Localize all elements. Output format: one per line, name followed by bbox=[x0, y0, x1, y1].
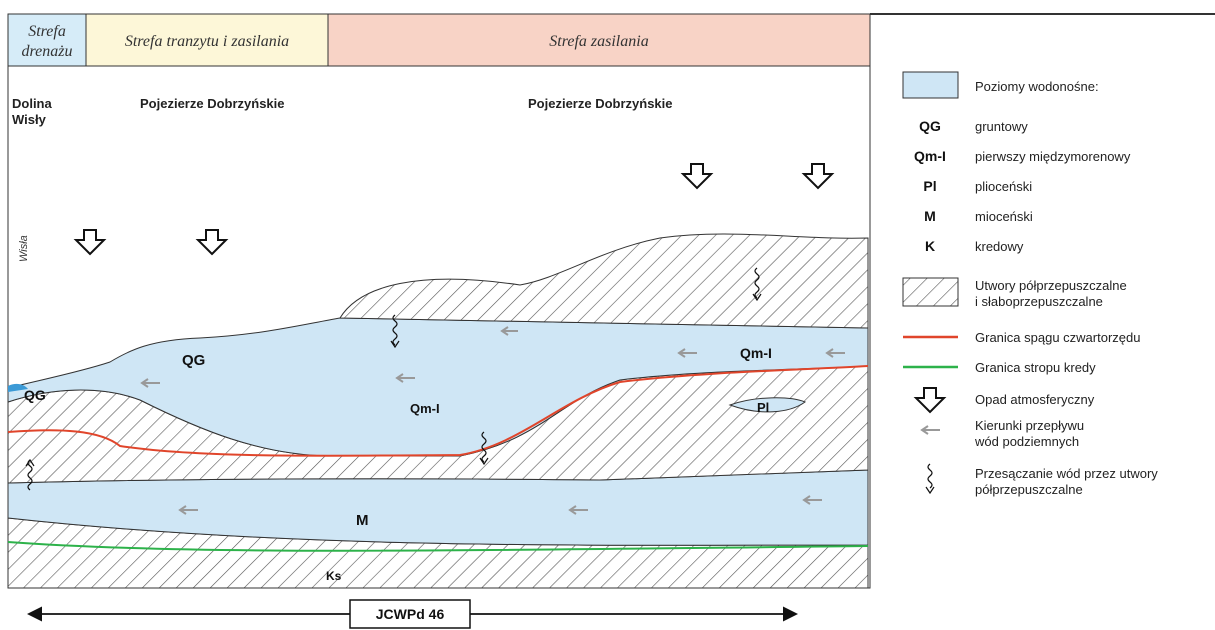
zone-drainage-label-1: Strefa bbox=[28, 23, 66, 40]
legend-label: gruntowy bbox=[975, 119, 1028, 134]
label-qg-edge: QG bbox=[24, 387, 46, 403]
flow-arrow-icon bbox=[825, 348, 845, 358]
flow-arrow-icon bbox=[395, 373, 415, 383]
scale-label: JCWPd 46 bbox=[376, 606, 445, 622]
aquifer-pliocene-lens bbox=[728, 397, 807, 413]
scale-box bbox=[349, 599, 471, 629]
region-dolina-2: Wisły bbox=[12, 112, 47, 127]
legend-symbol: K bbox=[925, 238, 935, 254]
scale-bar: JCWPd 46 bbox=[27, 599, 798, 629]
legend-symbol: Pl bbox=[923, 178, 936, 194]
legend-flow-2: wód podziemnych bbox=[974, 434, 1079, 449]
seepage-wave-icon bbox=[25, 458, 35, 491]
legend-red-label: Granica spągu czwartorzędu bbox=[975, 330, 1140, 345]
aquifer-quaternary bbox=[7, 317, 869, 457]
legend-green-label: Granica stropu kredy bbox=[975, 360, 1096, 375]
zone-transit-box bbox=[85, 13, 329, 67]
seepage-wave-icon bbox=[479, 431, 489, 466]
legend-semipermeable-swatch bbox=[902, 277, 959, 307]
legend-label: plioceński bbox=[975, 179, 1032, 194]
label-qg-main: QG bbox=[182, 352, 205, 369]
legend-flow-icon bbox=[920, 425, 940, 435]
region-pojezierze-right: Pojezierze Dobrzyńskie bbox=[528, 96, 673, 111]
legend: Poziomy wodonośne: QG gruntowy Qm-I pier… bbox=[902, 71, 1158, 497]
legend-seep-1: Przesączanie wód przez utwory bbox=[975, 466, 1158, 481]
flow-arrow-icon bbox=[140, 378, 160, 388]
label-pl: Pl bbox=[757, 400, 769, 415]
label-qm-center: Qm-I bbox=[410, 401, 440, 416]
aquitard-upper bbox=[339, 233, 869, 329]
cretaceous-top-line bbox=[7, 541, 869, 552]
label-k: Ks bbox=[326, 569, 342, 583]
zone-drainage-label-2: drenażu bbox=[22, 43, 73, 60]
legend-aquifers-title: Poziomy wodonośne: bbox=[975, 79, 1099, 94]
legend-flow-1: Kierunki przepływu bbox=[975, 418, 1084, 433]
precipitation-arrow-icon bbox=[73, 229, 107, 256]
flow-arrows bbox=[140, 326, 845, 515]
flow-arrow-icon bbox=[178, 505, 198, 515]
zone-header: Strefa drenażu Strefa tranzytu i zasilan… bbox=[7, 13, 1215, 67]
zone-recharge-label: Strefa zasilania bbox=[549, 33, 648, 50]
legend-precipitation-icon bbox=[913, 387, 947, 414]
seepage-wave-icon bbox=[390, 314, 400, 349]
flow-arrow-icon bbox=[802, 495, 822, 505]
flow-arrow-icon bbox=[568, 505, 588, 515]
flow-arrow-icon bbox=[500, 326, 518, 336]
river-label: Wisła bbox=[18, 235, 30, 262]
quaternary-base-line bbox=[7, 365, 869, 457]
legend-symbol: Qm-I bbox=[914, 148, 946, 164]
legend-symbol: M bbox=[924, 208, 936, 224]
region-dolina-1: Dolina bbox=[12, 96, 52, 111]
zone-drainage-box bbox=[7, 13, 87, 67]
legend-label: kredowy bbox=[975, 239, 1024, 254]
label-m: M bbox=[356, 512, 369, 529]
precipitation-arrow-icon bbox=[801, 163, 835, 190]
legend-label: mioceński bbox=[975, 209, 1033, 224]
river-water bbox=[8, 383, 28, 392]
legend-semipermeable-2: i słaboprzepuszczalne bbox=[975, 294, 1103, 309]
legend-aquifer-swatch bbox=[902, 71, 959, 99]
zone-transit-label: Strefa tranzytu i zasilania bbox=[125, 33, 289, 50]
legend-seep-2: półprzepuszczalne bbox=[975, 482, 1083, 497]
legend-semipermeable-1: Utwory półprzepuszczalne bbox=[975, 278, 1127, 293]
legend-precip-label: Opad atmosferyczny bbox=[975, 392, 1095, 407]
seepage-arrows bbox=[25, 267, 762, 491]
region-pojezierze-left: Pojezierze Dobrzyńskie bbox=[140, 96, 285, 111]
precipitation-arrows bbox=[73, 163, 835, 256]
seepage-wave-icon bbox=[752, 267, 762, 302]
flow-arrow-icon bbox=[677, 348, 697, 358]
legend-label: pierwszy międzymorenowy bbox=[975, 149, 1131, 164]
legend-symbol: QG bbox=[919, 118, 941, 134]
geological-layers bbox=[7, 233, 869, 589]
legend-seepage-icon bbox=[925, 463, 935, 495]
label-qm-right: Qm-I bbox=[740, 345, 772, 361]
precipitation-arrow-icon bbox=[195, 229, 229, 256]
precipitation-arrow-icon bbox=[680, 163, 714, 190]
zone-recharge-box bbox=[327, 13, 871, 67]
